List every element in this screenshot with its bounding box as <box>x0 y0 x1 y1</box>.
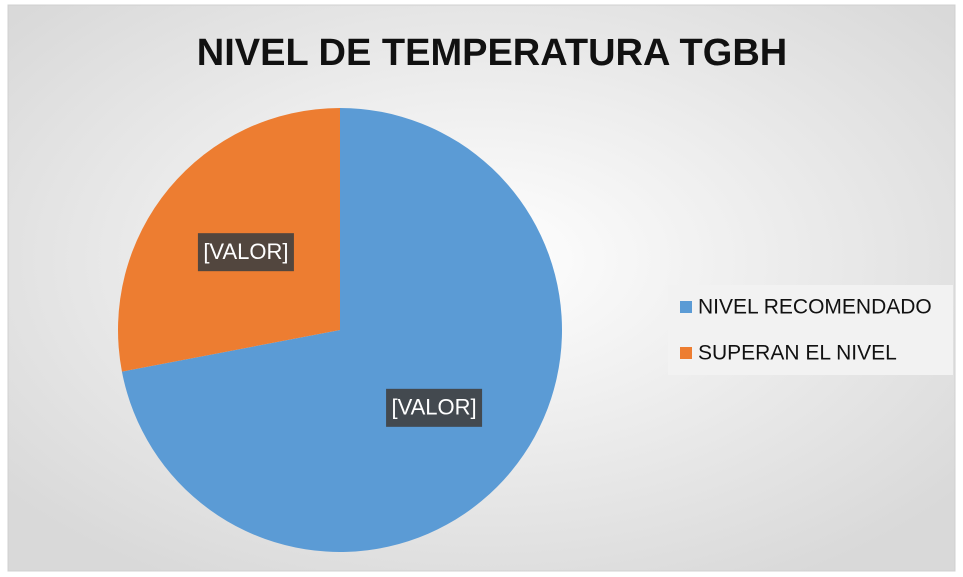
data-label-box <box>386 388 483 427</box>
data-label: [VALOR] <box>391 395 476 420</box>
data-label-box <box>197 233 294 272</box>
data-label: [VALOR] <box>203 239 288 264</box>
legend-label: SUPERAN EL NIVEL <box>698 342 897 365</box>
legend-swatch <box>680 301 692 313</box>
legend-label: NIVEL RECOMENDADO <box>698 296 932 319</box>
pie-slice <box>121 108 562 552</box>
legend-swatch <box>680 347 692 359</box>
legend <box>668 285 953 375</box>
chart-title: NIVEL DE TEMPERATURA TGBH <box>197 32 787 74</box>
